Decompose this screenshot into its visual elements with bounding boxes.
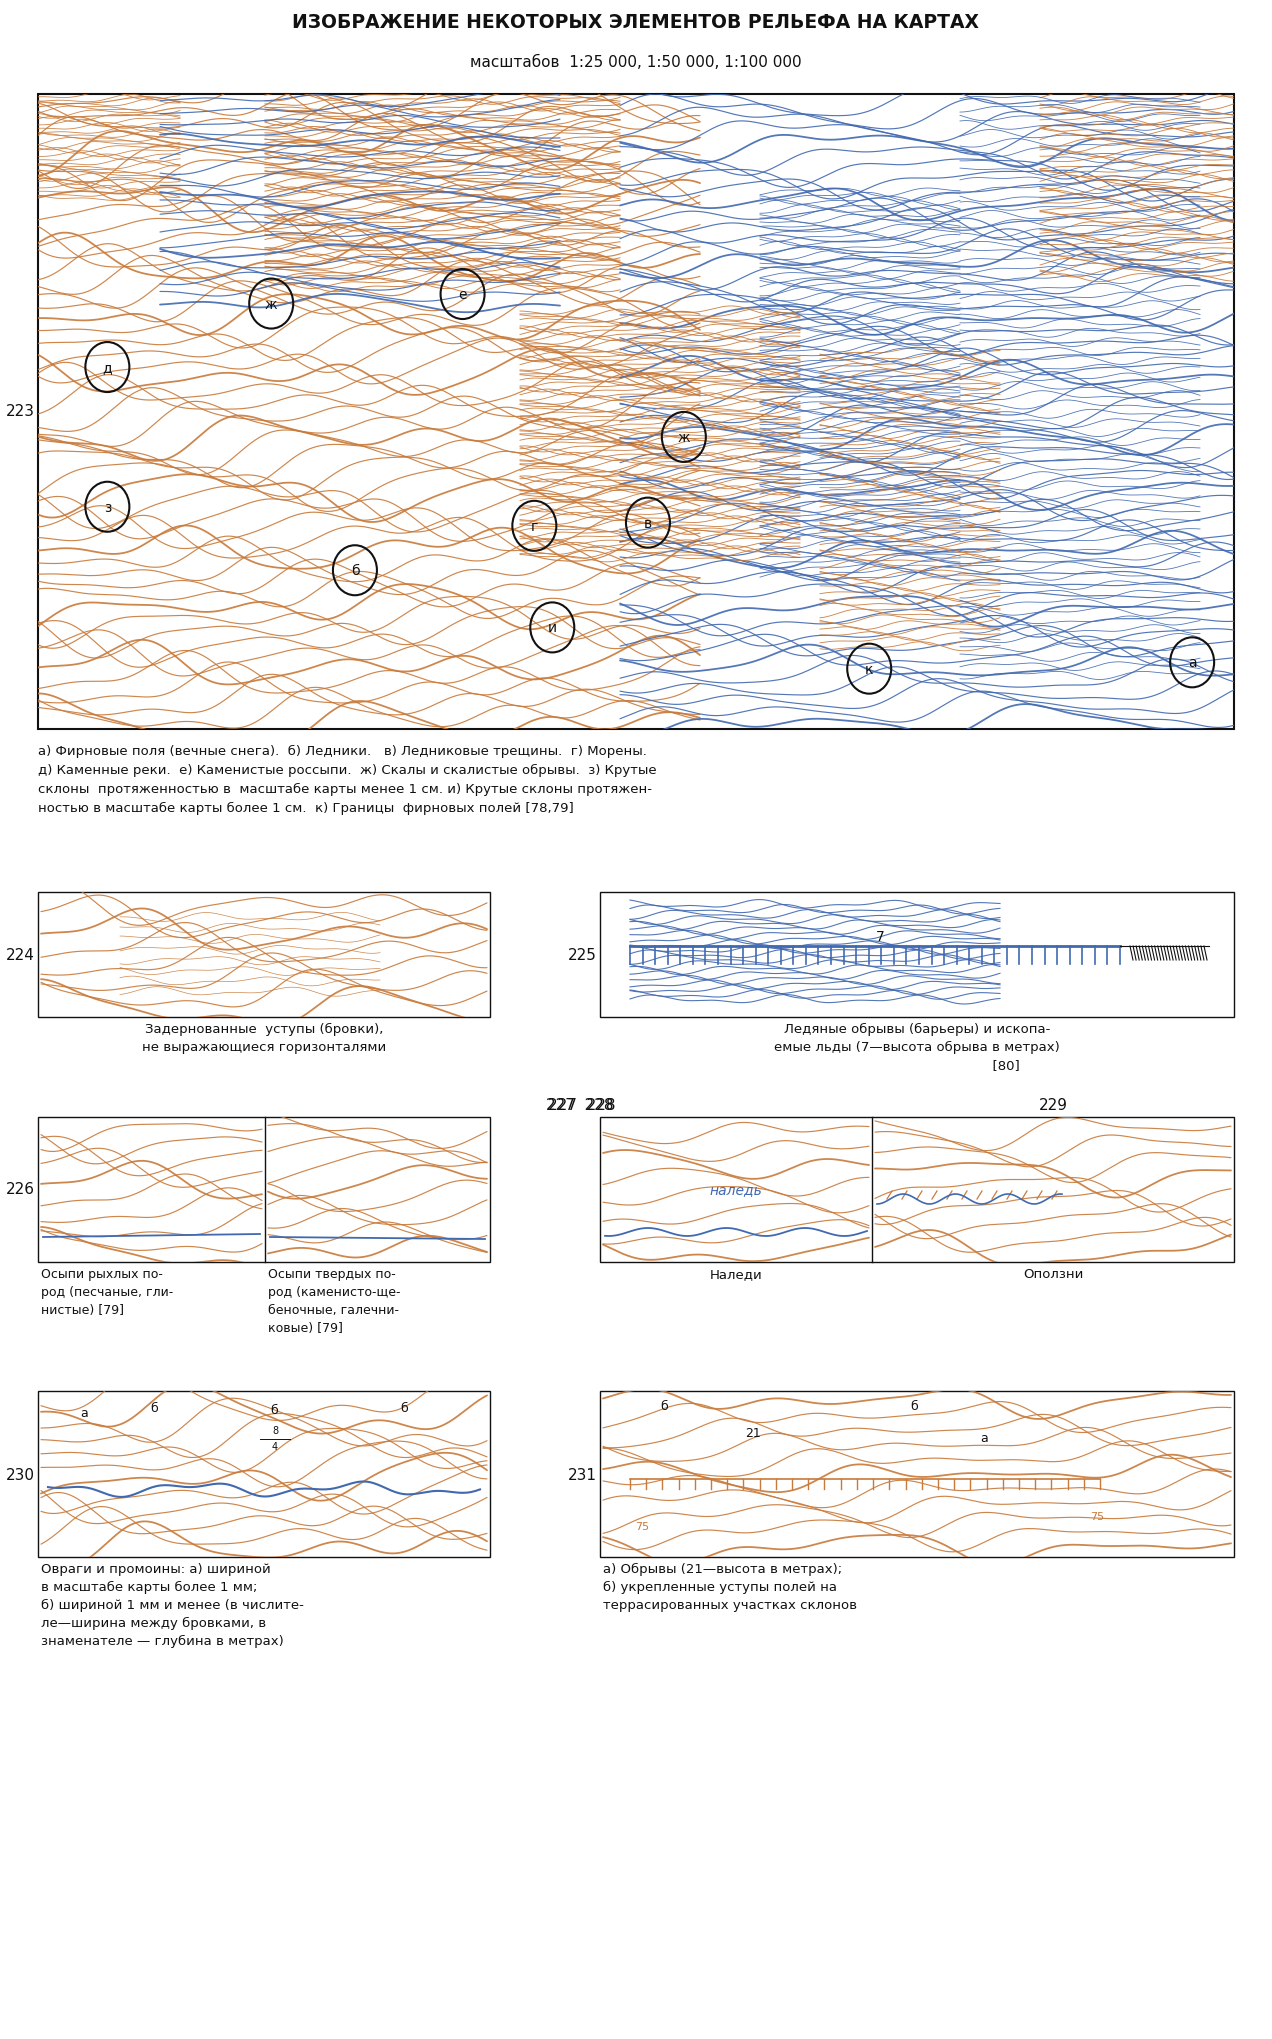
Text: 75: 75: [635, 1521, 649, 1531]
Text: 225: 225: [567, 946, 597, 962]
Text: и: и: [548, 622, 557, 634]
Text: Осыпи твердых по-
род (каменисто-ще-
беночные, галечни-
ковые) [79]: Осыпи твердых по- род (каменисто-ще- бен…: [268, 1268, 401, 1334]
Text: наледь: наледь: [710, 1183, 762, 1197]
Text: а) Фирновые поля (вечные снега).  б) Ледники.   в) Ледниковые трещины.  г) Морен: а) Фирновые поля (вечные снега). б) Ледн…: [38, 744, 656, 816]
Text: 229: 229: [1038, 1097, 1067, 1113]
Text: б: б: [399, 1401, 408, 1415]
Bar: [38, 893, 490, 1017]
Text: в: в: [644, 516, 653, 530]
Text: г: г: [530, 520, 538, 534]
Bar: [600, 893, 1234, 1017]
Text: а: а: [1188, 657, 1197, 671]
Text: Задернованные  уступы (бровки),
не выражающиеся горизонталями: Задернованные уступы (бровки), не выража…: [142, 1022, 387, 1054]
Text: ж: ж: [265, 298, 277, 312]
Text: 7: 7: [875, 930, 884, 944]
Bar: [38, 1391, 490, 1558]
Text: 224: 224: [5, 946, 34, 962]
Text: б: б: [270, 1403, 277, 1417]
Text: к: к: [865, 663, 874, 677]
Text: 231: 231: [567, 1466, 597, 1482]
Text: 75: 75: [1090, 1511, 1104, 1521]
Text: 4: 4: [272, 1442, 279, 1452]
Text: Ледяные обрывы (барьеры) и ископа-
емые льды (7—высота обрыва в метрах)
        : Ледяные обрывы (барьеры) и ископа- емые …: [775, 1022, 1060, 1073]
Text: ж: ж: [678, 430, 691, 445]
Text: 227  228: 227 228: [546, 1097, 614, 1113]
Text: Наледи: Наледи: [710, 1268, 762, 1280]
Text: ИЗОБРАЖЕНИЕ НЕКОТОРЫХ ЭЛЕМЕНТОВ РЕЛЬЕФА НА КАРТАХ: ИЗОБРАЖЕНИЕ НЕКОТОРЫХ ЭЛЕМЕНТОВ РЕЛЬЕФА …: [293, 12, 979, 31]
Text: 226: 226: [5, 1183, 34, 1197]
Text: 227  228: 227 228: [548, 1097, 616, 1113]
Text: 230: 230: [5, 1466, 34, 1482]
Text: 8: 8: [272, 1425, 279, 1435]
Bar: [600, 1117, 1234, 1262]
Text: б: б: [909, 1399, 918, 1413]
Text: а: а: [80, 1407, 88, 1419]
Text: з: з: [104, 500, 111, 514]
Text: 21: 21: [745, 1427, 761, 1440]
Text: а: а: [979, 1431, 988, 1444]
Text: масштабов  1:25 000, 1:50 000, 1:100 000: масштабов 1:25 000, 1:50 000, 1:100 000: [471, 55, 801, 69]
Text: а) Обрывы (21—высота в метрах);
б) укрепленные уступы полей на
террасированных у: а) Обрывы (21—высота в метрах); б) укреп…: [603, 1562, 857, 1611]
Text: б: б: [150, 1401, 158, 1415]
Text: б: б: [351, 565, 359, 577]
Text: б: б: [660, 1399, 668, 1413]
Bar: [38, 1117, 490, 1262]
Text: е: е: [458, 287, 467, 302]
Text: Овраги и промоины: а) шириной
в масштабе карты более 1 мм;
б) шириной 1 мм и мен: Овраги и промоины: а) шириной в масштабе…: [41, 1562, 304, 1648]
Bar: [38, 96, 1234, 730]
Text: д: д: [103, 361, 112, 375]
Text: 223: 223: [5, 404, 34, 420]
Text: Оползни: Оползни: [1023, 1268, 1084, 1280]
Bar: [600, 1391, 1234, 1558]
Text: Осыпи рыхлых по-
род (песчаные, гли-
нистые) [79]: Осыпи рыхлых по- род (песчаные, гли- нис…: [41, 1268, 173, 1317]
